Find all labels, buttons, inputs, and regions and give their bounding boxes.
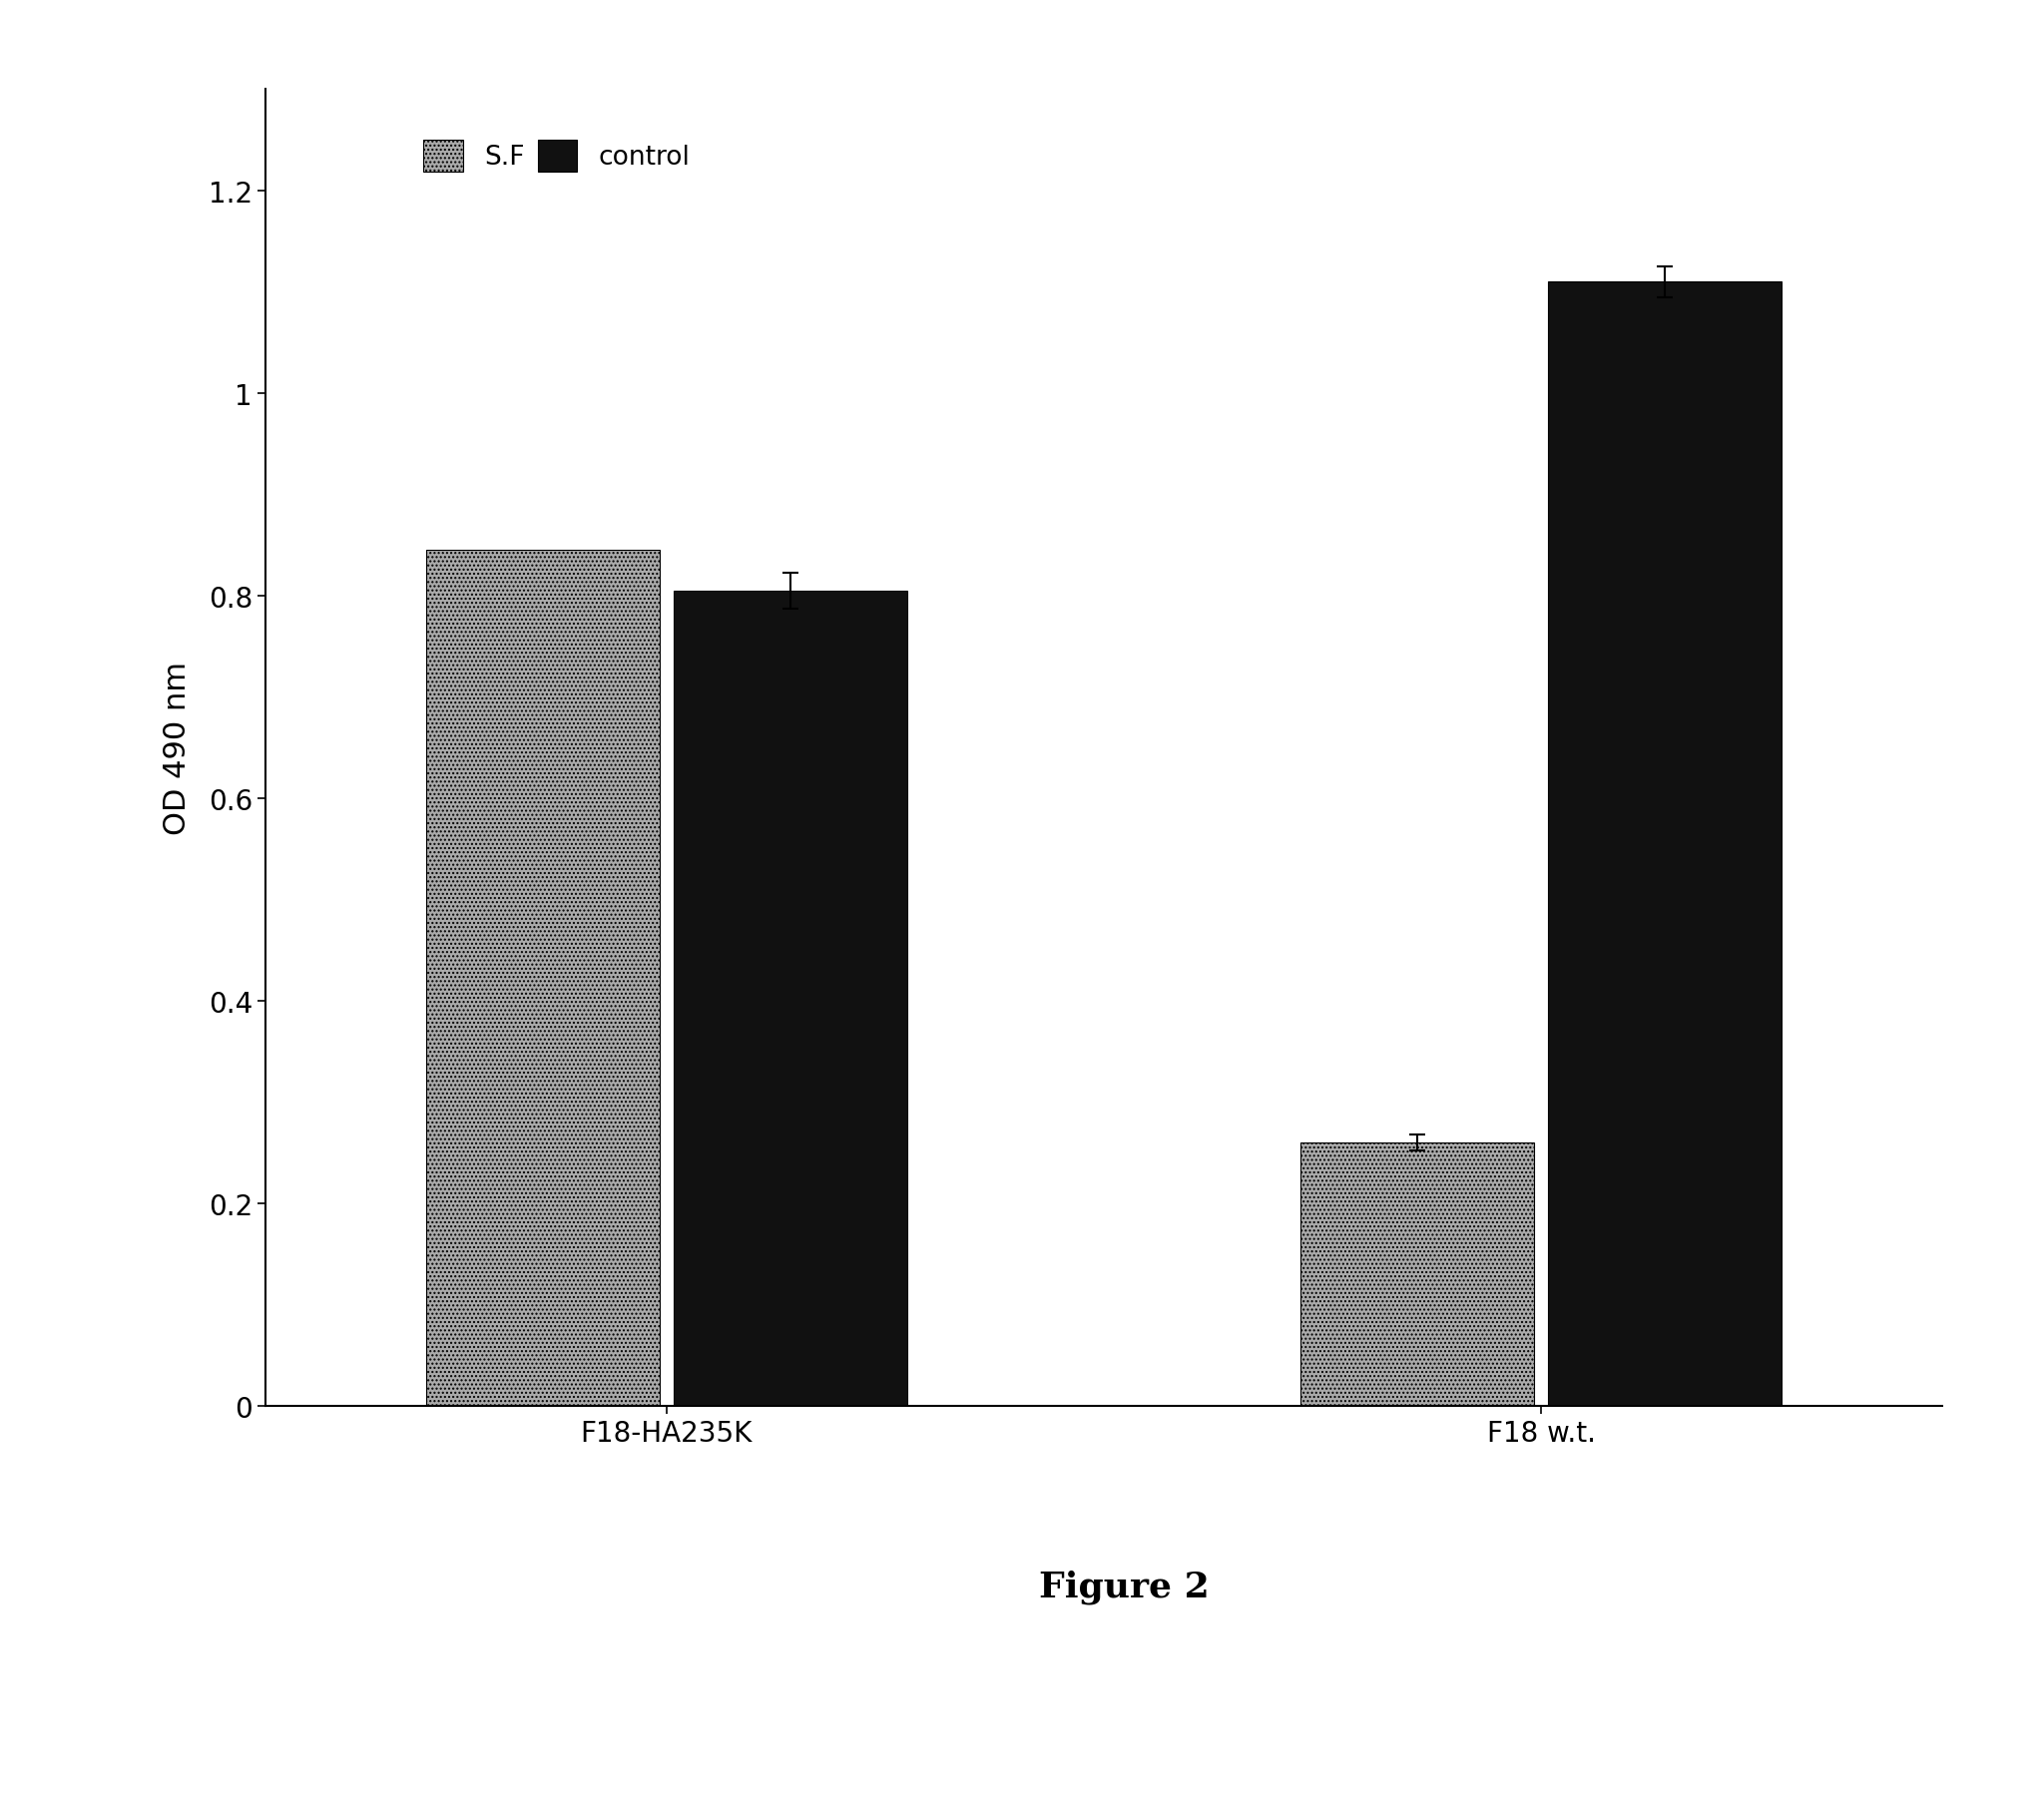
Legend: S.F, control: S.F, control [413,130,701,182]
Bar [425,552,660,1406]
Text: Figure 2: Figure 2 [1038,1569,1210,1605]
Bar [1300,1143,1533,1406]
Bar [675,591,908,1406]
Y-axis label: OD 490 nm: OD 490 nm [164,662,192,835]
Bar [1547,283,1782,1406]
